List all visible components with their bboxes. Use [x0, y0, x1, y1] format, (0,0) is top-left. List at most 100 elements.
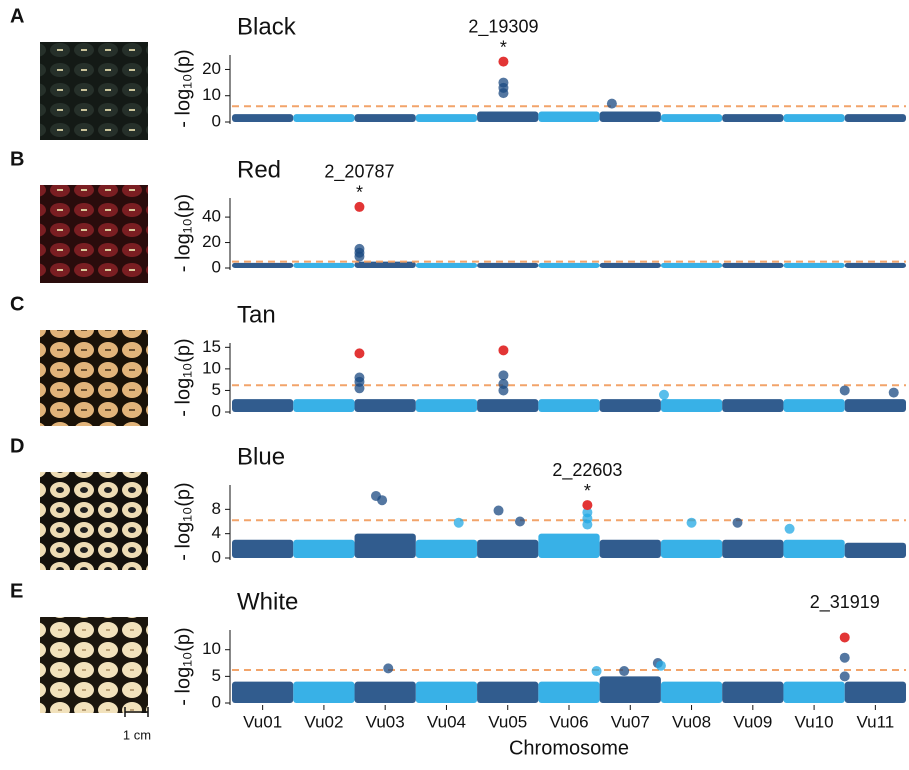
- chromosome-band: [232, 262, 294, 268]
- chromosome-band: [538, 262, 600, 268]
- x-tick-label: Vu05: [488, 712, 527, 731]
- chromosome-band: [477, 262, 539, 268]
- scale-bar: [124, 707, 149, 717]
- y-tick-label: 0: [212, 547, 221, 566]
- chromosome-band: [293, 114, 355, 122]
- x-tick-label: Vu01: [243, 712, 282, 731]
- chromosome-band: [722, 539, 784, 558]
- chromosome-band: [844, 399, 906, 412]
- snp-point: [582, 519, 593, 530]
- snp-point: [839, 385, 850, 396]
- panel-letter: C: [10, 293, 24, 315]
- y-tick-label: 40: [202, 207, 221, 226]
- chromosome-band: [844, 114, 906, 122]
- chromosome-band: [783, 114, 845, 122]
- top-snp: [839, 632, 850, 643]
- snp-point: [498, 370, 509, 381]
- chromosome-band: [232, 539, 294, 558]
- chromosome-band: [232, 114, 294, 122]
- chromosome-band: [660, 114, 723, 122]
- chromosome-band: [722, 114, 784, 122]
- chromosome-band: [415, 539, 478, 558]
- chromosome-band: [599, 399, 661, 412]
- chromosome-band: [293, 681, 355, 703]
- snp-point: [655, 660, 666, 671]
- chromosome-band: [783, 399, 845, 412]
- panel-letter: A: [10, 5, 24, 27]
- chromosome-band: [477, 111, 539, 122]
- panel-letter: B: [10, 148, 24, 170]
- x-tick-label: Vu11: [856, 712, 894, 731]
- snp-point: [732, 517, 743, 528]
- chromosome-band: [599, 676, 661, 703]
- y-tick-label: 5: [212, 666, 221, 685]
- chromosome-band: [599, 262, 661, 268]
- panel-title: Blue: [237, 443, 285, 470]
- chromosome-band: [538, 399, 600, 412]
- chromosome-band: [722, 262, 784, 268]
- snp-point: [686, 517, 697, 528]
- snp-point: [839, 652, 850, 663]
- y-tick-label: 0: [212, 401, 221, 420]
- x-tick-label: Vu09: [733, 712, 772, 731]
- chromosome-band: [599, 111, 661, 122]
- chromosome-band: [660, 681, 723, 703]
- snp-point: [377, 495, 388, 506]
- panel-letter: D: [10, 435, 24, 457]
- snp-label: 2_19309: [468, 16, 538, 37]
- significance-marker: *: [500, 37, 507, 57]
- y-tick-label: 4: [212, 523, 221, 542]
- y-tick-label: 10: [202, 358, 221, 377]
- chromosome-band: [354, 114, 416, 122]
- snp-point: [888, 387, 899, 398]
- snp-point: [784, 523, 795, 534]
- chromosome-band: [660, 539, 723, 558]
- chromosome-band: [538, 533, 600, 558]
- y-tick-label: 10: [202, 639, 221, 658]
- y-tick-label: 10: [202, 85, 221, 104]
- chromosome-band: [477, 681, 539, 703]
- snp-point: [354, 251, 365, 262]
- chromosome-band: [354, 261, 416, 268]
- snp-label: 2_22603: [552, 460, 622, 481]
- chromosome-band: [293, 539, 355, 558]
- chromosome-band: [783, 539, 845, 558]
- chromosome-band: [722, 399, 784, 412]
- snp-point: [514, 516, 525, 527]
- snp-point: [383, 663, 394, 674]
- snp-point: [453, 517, 464, 528]
- panel-title: Tan: [237, 301, 276, 328]
- chromosome-band: [783, 681, 845, 703]
- snp-point: [498, 385, 509, 396]
- y-tick-label: 5: [212, 380, 221, 399]
- snp-point: [839, 671, 850, 682]
- chromosome-band: [415, 262, 478, 268]
- seed-photo: [40, 472, 148, 570]
- chromosome-band: [415, 681, 478, 703]
- y-axis-label: - log₁₀(p): [172, 194, 194, 272]
- x-tick-label: Vu08: [672, 712, 711, 731]
- chromosome-band: [844, 542, 906, 558]
- y-tick-label: 15: [202, 337, 221, 356]
- snp-point: [498, 88, 509, 99]
- scale-bar-label: 1 cm: [123, 727, 151, 742]
- seed-photo: [40, 42, 148, 140]
- chromosome-band: [354, 533, 416, 558]
- y-tick-label: 20: [202, 59, 221, 78]
- x-tick-label: Vu03: [366, 712, 405, 731]
- y-axis-label: - log₁₀(p): [172, 627, 194, 705]
- chromosome-band: [415, 399, 478, 412]
- significance-marker: *: [584, 481, 591, 501]
- y-axis-label: - log₁₀(p): [172, 482, 194, 560]
- seed-photo: [40, 617, 148, 713]
- chromosome-band: [722, 681, 784, 703]
- top-snp: [582, 500, 593, 511]
- top-snp: [498, 56, 509, 67]
- chromosome-band: [844, 262, 906, 268]
- top-snp: [354, 348, 365, 359]
- y-tick-label: 0: [212, 111, 221, 130]
- chromosome-band: [660, 399, 723, 412]
- snp-point: [606, 98, 617, 109]
- y-tick-label: 20: [202, 232, 221, 251]
